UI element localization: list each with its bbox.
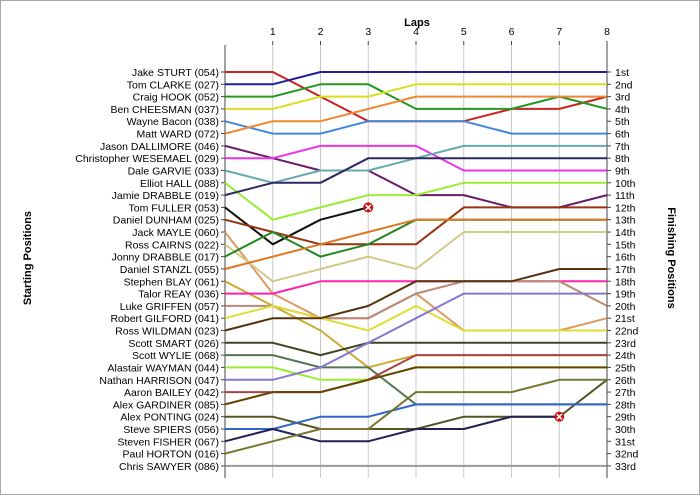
series-line-13 bbox=[224, 206, 607, 246]
finish-label: 19th bbox=[615, 289, 636, 301]
series-line-2 bbox=[225, 71, 607, 86]
series-line-6 bbox=[224, 95, 607, 135]
driver-label: Ross WILDMAN (023) bbox=[115, 326, 219, 338]
driver-label: Elliot HALL (088) bbox=[140, 178, 219, 190]
series-line-15 bbox=[224, 231, 607, 283]
series-line-21 bbox=[224, 304, 607, 332]
x-tick-label: 6 bbox=[509, 26, 515, 38]
x-tick-label: 4 bbox=[413, 26, 419, 38]
finish-label: 13th bbox=[615, 215, 636, 227]
finish-label: 5th bbox=[615, 116, 630, 128]
driver-label: Craig HOOK (052) bbox=[133, 92, 219, 104]
driver-label: Jason DALLIMORE (046) bbox=[100, 141, 219, 153]
y-axis-title-left: Starting Positions bbox=[22, 211, 34, 305]
finish-label: 4th bbox=[615, 104, 630, 116]
finish-label: 14th bbox=[615, 227, 636, 239]
finish-label: 1st bbox=[615, 67, 629, 79]
series-line-23 bbox=[225, 341, 607, 357]
finish-label: 23rd bbox=[615, 338, 636, 350]
finish-label: 25th bbox=[615, 362, 636, 374]
x-tick-label: 8 bbox=[604, 26, 610, 38]
finish-label: 16th bbox=[615, 252, 636, 264]
finish-label: 31st bbox=[615, 436, 635, 448]
driver-label: Nathan HARRISON (047) bbox=[99, 375, 219, 387]
finish-label: 32nd bbox=[615, 449, 639, 461]
finish-label: 21st bbox=[615, 313, 635, 325]
driver-label: Chris SAWYER (086) bbox=[119, 461, 219, 473]
series-line-26 bbox=[225, 292, 607, 381]
finish-label: 27th bbox=[615, 387, 636, 399]
driver-label: Robert GILFORD (041) bbox=[110, 313, 219, 325]
x-tick-label: 1 bbox=[270, 26, 276, 38]
finish-label: 10th bbox=[615, 178, 636, 190]
series-line-11 bbox=[224, 157, 607, 197]
driver-label: Alex GARDINER (085) bbox=[113, 399, 219, 411]
finish-label: 7th bbox=[615, 141, 630, 153]
driver-label: Scott WYLIE (068) bbox=[132, 350, 219, 362]
driver-label: Aaron BAILEY (042) bbox=[124, 387, 219, 399]
y-axis-title-right: Finishing Positions bbox=[665, 207, 677, 308]
finish-label: 9th bbox=[615, 165, 630, 177]
finish-label: 15th bbox=[615, 239, 636, 251]
finish-label: 28th bbox=[615, 399, 636, 411]
series-line-4 bbox=[225, 83, 607, 110]
series-line-22 bbox=[224, 268, 607, 332]
driver-label: Jonny DRABBLE (017) bbox=[112, 252, 219, 264]
series-line-5 bbox=[224, 120, 607, 135]
finish-label: 12th bbox=[615, 202, 636, 214]
series-line-17 bbox=[224, 218, 607, 270]
finish-label: 33rd bbox=[615, 461, 636, 473]
finish-label: 2nd bbox=[615, 79, 633, 91]
series-line-10 bbox=[224, 181, 607, 221]
finish-label: 20th bbox=[615, 301, 636, 313]
driver-label: Scott SMART (026) bbox=[128, 338, 219, 350]
driver-label: Talor REAY (036) bbox=[138, 289, 219, 301]
finish-label: 29th bbox=[615, 412, 636, 424]
x-tick-label: 5 bbox=[461, 26, 467, 38]
driver-label: Steven FISHER (067) bbox=[117, 436, 219, 448]
finish-label: 11th bbox=[615, 190, 635, 202]
finish-label: 18th bbox=[615, 276, 636, 288]
driver-label: Dale GARVIE (033) bbox=[128, 165, 219, 177]
series-line-3 bbox=[225, 83, 608, 110]
driver-label: Ross CAIRNS (022) bbox=[125, 239, 219, 251]
driver-label: Wayne Bacon (038) bbox=[127, 116, 219, 128]
x-tick-label: 2 bbox=[318, 26, 324, 38]
finish-label: 24th bbox=[615, 350, 636, 362]
finish-label: 26th bbox=[615, 375, 636, 387]
finish-label: 8th bbox=[615, 153, 630, 165]
driver-label: Jamie DRABBLE (019) bbox=[112, 190, 219, 202]
finish-label: 22nd bbox=[615, 326, 639, 338]
driver-label: Paul HORTON (016) bbox=[123, 449, 219, 461]
driver-label: Ben CHEESMAN (037) bbox=[110, 104, 219, 116]
finish-label: 30th bbox=[615, 424, 636, 436]
driver-label: Alex PONTING (024) bbox=[120, 412, 219, 424]
driver-label: Daniel DUNHAM (025) bbox=[113, 215, 219, 227]
driver-label: Luke GRIFFEN (057) bbox=[120, 301, 219, 313]
retirement-marker-cross bbox=[365, 204, 372, 211]
series-line-32 bbox=[224, 378, 607, 455]
driver-label: Christopher WESEMAEL (029) bbox=[75, 153, 219, 165]
driver-label: Tom FULLER (053) bbox=[129, 202, 219, 214]
x-tick-label: 3 bbox=[365, 26, 371, 38]
driver-label: Jack MAYLE (060) bbox=[132, 227, 219, 239]
driver-label: Matt WARD (072) bbox=[137, 129, 219, 141]
series-line-28 bbox=[224, 366, 607, 406]
finish-label: 3rd bbox=[615, 92, 630, 104]
retirement-marker-cross bbox=[556, 413, 563, 420]
driver-label: Steve SPIERS (056) bbox=[123, 424, 219, 436]
finish-label: 17th bbox=[615, 264, 636, 276]
driver-label: Alastair WAYMAN (044) bbox=[108, 362, 219, 374]
driver-label: Daniel STANZL (055) bbox=[120, 264, 219, 276]
series-line-30 bbox=[225, 403, 607, 430]
driver-label: Jake STURT (054) bbox=[132, 67, 219, 79]
x-axis-title: Laps bbox=[404, 17, 430, 29]
driver-label: Tom CLARKE (027) bbox=[127, 79, 219, 91]
x-tick-label: 7 bbox=[556, 26, 562, 38]
driver-label: Stephen BLAY (061) bbox=[124, 276, 219, 288]
finish-label: 6th bbox=[615, 129, 630, 141]
series-line-8 bbox=[225, 144, 607, 172]
series-line-31 bbox=[224, 415, 560, 443]
